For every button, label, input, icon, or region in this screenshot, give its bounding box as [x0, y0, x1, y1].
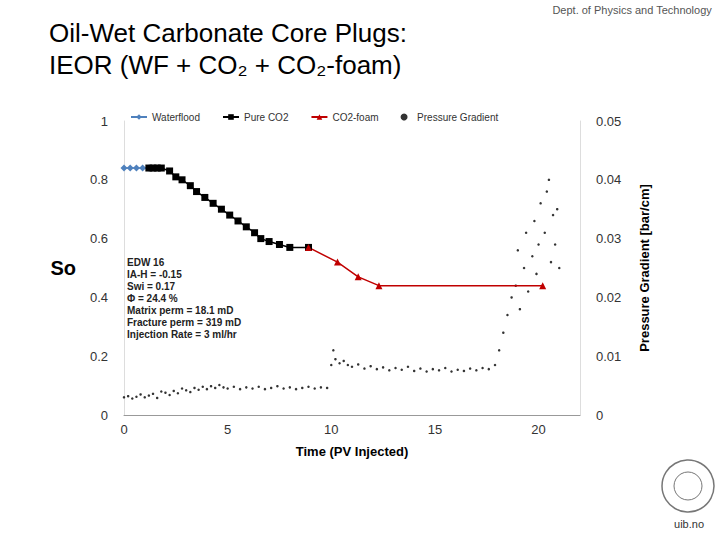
svg-text:0.01: 0.01: [596, 349, 621, 364]
svg-text:5: 5: [224, 422, 231, 437]
svg-text:0.04: 0.04: [596, 172, 621, 187]
svg-text:10: 10: [324, 422, 338, 437]
svg-text:15: 15: [428, 422, 442, 437]
svg-text:0: 0: [596, 408, 603, 423]
svg-text:IEOR (WF + CO₂ + CO₂-foam): IEOR (WF + CO₂ + CO₂-foam): [49, 50, 401, 80]
svg-text:Dept. of Physics and Technolog: Dept. of Physics and Technology: [552, 4, 712, 16]
svg-text:0: 0: [101, 408, 108, 423]
svg-text:So: So: [50, 257, 76, 279]
svg-text:0.8: 0.8: [90, 172, 108, 187]
svg-text:Pressure Gradient: Pressure Gradient: [417, 112, 498, 123]
svg-text:1: 1: [101, 114, 108, 129]
svg-text:20: 20: [531, 422, 545, 437]
svg-text:Oil-Wet Carbonate Core Plugs:: Oil-Wet Carbonate Core Plugs:: [49, 18, 407, 48]
svg-text:0.4: 0.4: [90, 290, 108, 305]
svg-text:Swi = 0.17: Swi = 0.17: [127, 281, 176, 292]
svg-text:Matrix perm = 18.1 mD: Matrix perm = 18.1 mD: [127, 305, 233, 316]
svg-text:uib.no: uib.no: [674, 518, 704, 530]
svg-text:0.02: 0.02: [596, 290, 621, 305]
svg-text:Time (PV Injected): Time (PV Injected): [296, 444, 408, 459]
svg-text:CO2-foam: CO2-foam: [332, 112, 378, 123]
svg-text:EDW 16: EDW 16: [127, 257, 165, 268]
svg-text:IA-H = -0.15: IA-H = -0.15: [127, 269, 182, 280]
svg-text:Injection Rate = 3 ml/hr: Injection Rate = 3 ml/hr: [127, 329, 237, 340]
svg-text:Pure CO2: Pure CO2: [244, 112, 289, 123]
svg-text:0.03: 0.03: [596, 231, 621, 246]
svg-text:0.6: 0.6: [90, 231, 108, 246]
svg-text:0: 0: [120, 422, 127, 437]
svg-text:0.05: 0.05: [596, 114, 621, 129]
svg-text:Φ = 24.4 %: Φ = 24.4 %: [127, 293, 178, 304]
svg-text:Fracture perm = 319 mD: Fracture perm = 319 mD: [127, 317, 241, 328]
svg-text:0.2: 0.2: [90, 349, 108, 364]
svg-text:Waterflood: Waterflood: [152, 112, 200, 123]
svg-text:Pressure Gradient [bar/cm]: Pressure Gradient [bar/cm]: [637, 184, 652, 352]
